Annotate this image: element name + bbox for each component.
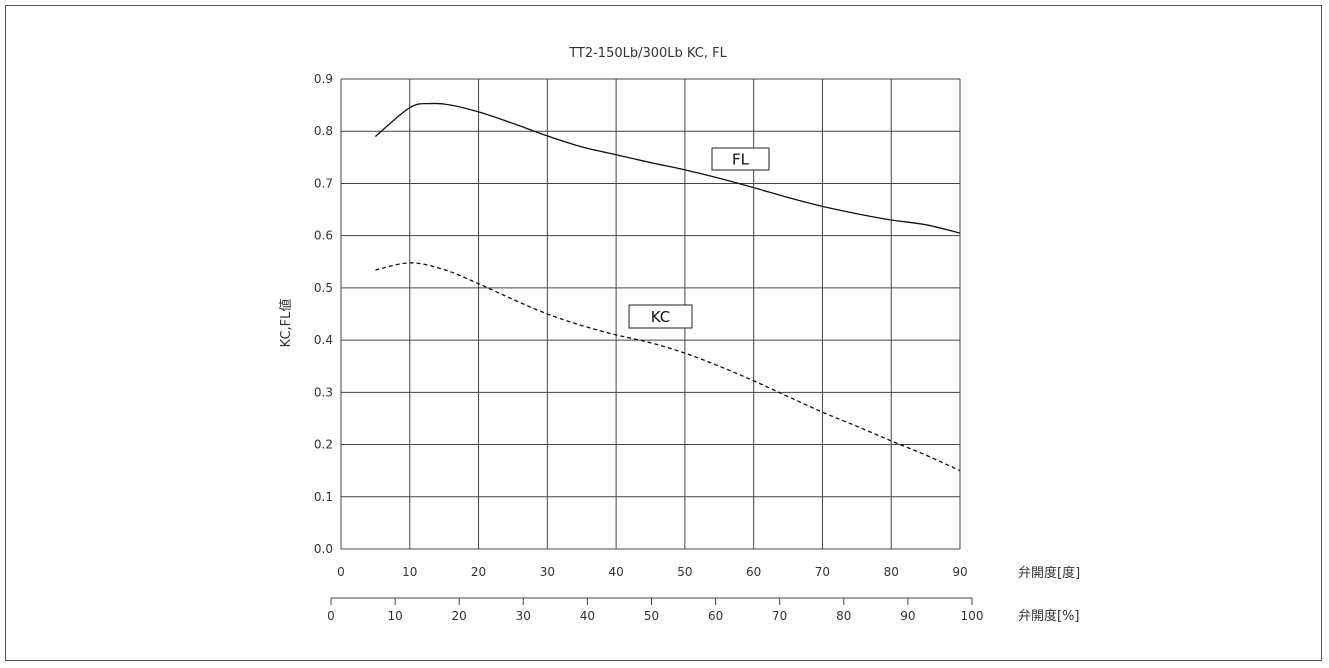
x2-axis-label: 弁開度[%] [1018, 608, 1080, 624]
x2-tick-label: 80 [836, 609, 851, 623]
curve-label-box-fl [711, 147, 770, 171]
curve-label-box-kc [628, 304, 693, 329]
curve-labels: FL KC [628, 147, 770, 329]
x-tick-label: 60 [746, 565, 761, 579]
chart-frame [5, 5, 1322, 661]
x2-tick-label: 10 [387, 609, 402, 623]
x2-tick-label: 50 [644, 609, 659, 623]
x-tick-label: 0 [337, 565, 345, 579]
x-tick-label: 30 [540, 565, 555, 579]
data-curves [374, 102, 961, 472]
chart-title: TT2-150Lb/300Lb KC, FL [568, 46, 727, 61]
x2-tick-label: 20 [452, 609, 467, 623]
y-tick-label: 0.2 [314, 438, 333, 452]
series-line-kc [375, 262, 961, 472]
y-tick-label: 0.3 [314, 385, 333, 399]
x-tick-label: 40 [608, 565, 623, 579]
y-tick-label: 0.7 [314, 176, 333, 190]
curve-label-fl: FL [732, 151, 750, 169]
y-tick-label: 0.5 [314, 281, 333, 295]
x2-tick-label: 100 [961, 609, 984, 623]
x-tick-label: 20 [471, 565, 486, 579]
x2-tick-label: 0 [327, 609, 335, 623]
x-axis-label: 弁開度[度] [1018, 565, 1080, 581]
x-tick-label: 90 [952, 565, 967, 579]
secondary-x-axis: 0 10 20 30 40 50 60 70 80 90 100 [327, 597, 984, 623]
y-tick-label: 0.9 [314, 72, 333, 86]
series-line-fl [374, 102, 961, 234]
x2-tick-label: 30 [516, 609, 531, 623]
y-tick-labels: 0.0 0.1 0.2 0.3 0.4 0.5 0.6 0.7 0.8 0.9 [314, 72, 333, 556]
x2-tick-label: 40 [580, 609, 595, 623]
y-tick-label: 0.6 [314, 229, 333, 243]
x-tick-label: 70 [815, 565, 830, 579]
x2-tick-label: 90 [900, 609, 915, 623]
x2-tick-label: 60 [708, 609, 723, 623]
y-tick-label: 0.1 [314, 490, 333, 504]
y-tick-label: 0.4 [314, 333, 333, 347]
x2-tick-label: 70 [772, 609, 787, 623]
y-gridlines [341, 78, 960, 550]
y-axis-label: KC,FL値 [278, 299, 294, 348]
x-tick-label: 50 [677, 565, 692, 579]
x-tick-label: 80 [884, 565, 899, 579]
curve-label-kc: KC [651, 308, 671, 326]
x-tick-labels: 0 10 20 30 40 50 60 70 80 90 [337, 565, 967, 579]
x-tick-label: 10 [402, 565, 417, 579]
y-tick-label: 0.8 [314, 124, 333, 138]
y-tick-label: 0.0 [314, 542, 333, 556]
